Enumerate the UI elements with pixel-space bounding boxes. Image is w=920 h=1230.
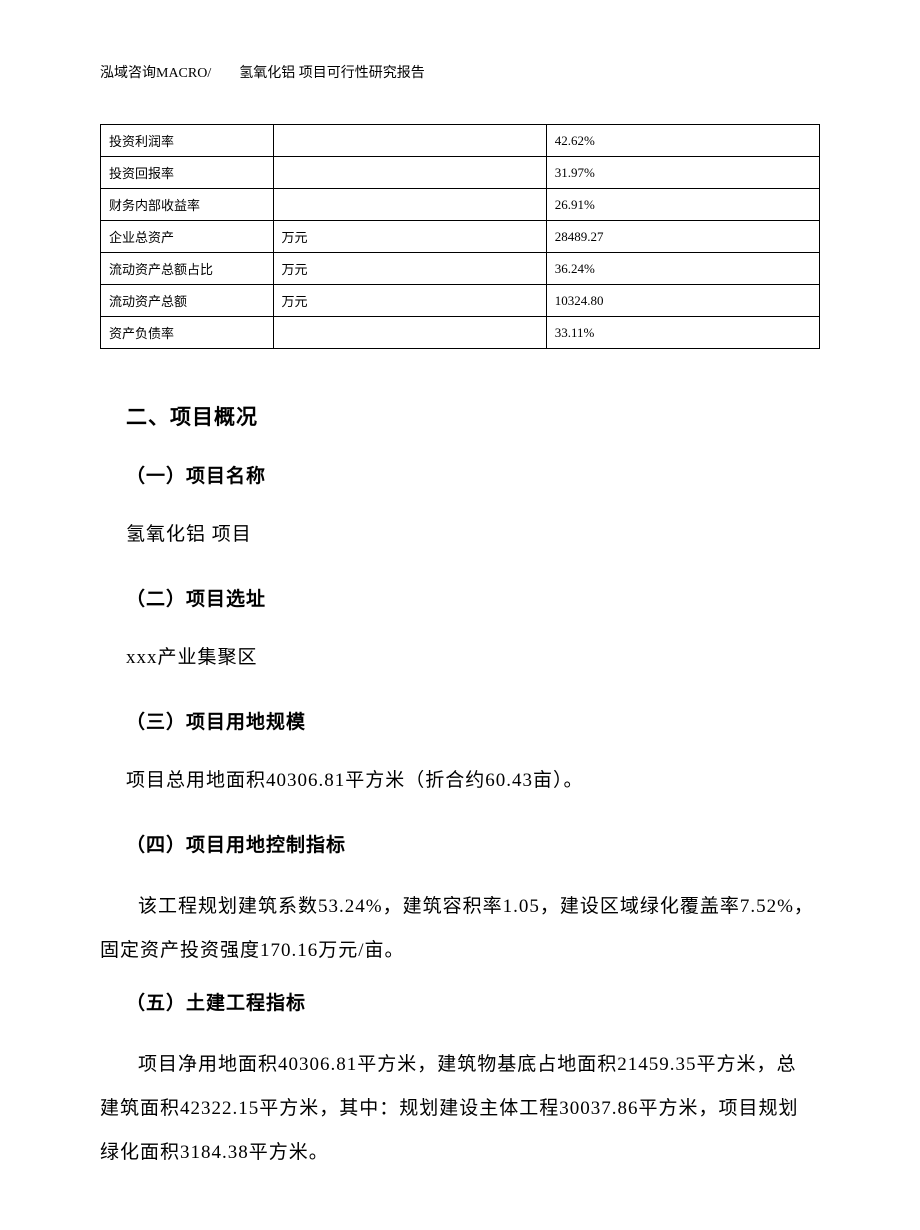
cell-unit	[273, 317, 546, 349]
cell-label: 投资回报率	[101, 157, 274, 189]
table-row: 投资利润率 42.62%	[101, 125, 820, 157]
table-row: 财务内部收益率 26.91%	[101, 189, 820, 221]
subsection-5-heading: （五）土建工程指标	[126, 988, 816, 1015]
cell-value: 10324.80	[546, 285, 819, 317]
page-container: 泓域咨询MACRO/ 氢氧化铝 项目可行性研究报告 投资利润率 42.62% 投…	[0, 0, 920, 1230]
cell-unit: 万元	[273, 285, 546, 317]
cell-value: 33.11%	[546, 317, 819, 349]
cell-value: 42.62%	[546, 125, 819, 157]
main-section-heading: 二、项目概况	[126, 401, 816, 431]
table-row: 企业总资产 万元 28489.27	[101, 221, 820, 253]
cell-unit	[273, 189, 546, 221]
cell-unit: 万元	[273, 221, 546, 253]
subsection-2-heading: （二）项目选址	[126, 584, 816, 611]
cell-unit	[273, 125, 546, 157]
cell-label: 资产负债率	[101, 317, 274, 349]
subsection-4-heading: （四）项目用地控制指标	[126, 830, 816, 857]
table-row: 流动资产总额 万元 10324.80	[101, 285, 820, 317]
table-row: 流动资产总额占比 万元 36.24%	[101, 253, 820, 285]
subsection-3-body: 项目总用地面积40306.81平方米（折合约60.43亩）。	[126, 762, 816, 800]
cell-value: 28489.27	[546, 221, 819, 253]
cell-label: 企业总资产	[101, 221, 274, 253]
cell-label: 投资利润率	[101, 125, 274, 157]
table-row: 资产负债率 33.11%	[101, 317, 820, 349]
cell-unit: 万元	[273, 253, 546, 285]
financial-table: 投资利润率 42.62% 投资回报率 31.97% 财务内部收益率 26.91%…	[100, 124, 820, 349]
table-row: 投资回报率 31.97%	[101, 157, 820, 189]
cell-value: 26.91%	[546, 189, 819, 221]
content-body: 二、项目概况 （一）项目名称 氢氧化铝 项目 （二）项目选址 xxx产业集聚区 …	[100, 401, 820, 1174]
subsection-1-heading: （一）项目名称	[126, 461, 816, 488]
cell-value: 36.24%	[546, 253, 819, 285]
subsection-5-body: 项目净用地面积40306.81平方米，建筑物基底占地面积21459.35平方米，…	[100, 1043, 816, 1174]
cell-unit	[273, 157, 546, 189]
subsection-4-body: 该工程规划建筑系数53.24%，建筑容积率1.05，建设区域绿化覆盖率7.52%…	[100, 885, 816, 972]
subsection-2-body: xxx产业集聚区	[126, 639, 816, 677]
subsection-3-heading: （三）项目用地规模	[126, 707, 816, 734]
cell-label: 流动资产总额占比	[101, 253, 274, 285]
subsection-1-body: 氢氧化铝 项目	[126, 516, 816, 554]
cell-value: 31.97%	[546, 157, 819, 189]
page-header: 泓域咨询MACRO/ 氢氧化铝 项目可行性研究报告	[100, 62, 820, 82]
cell-label: 财务内部收益率	[101, 189, 274, 221]
cell-label: 流动资产总额	[101, 285, 274, 317]
